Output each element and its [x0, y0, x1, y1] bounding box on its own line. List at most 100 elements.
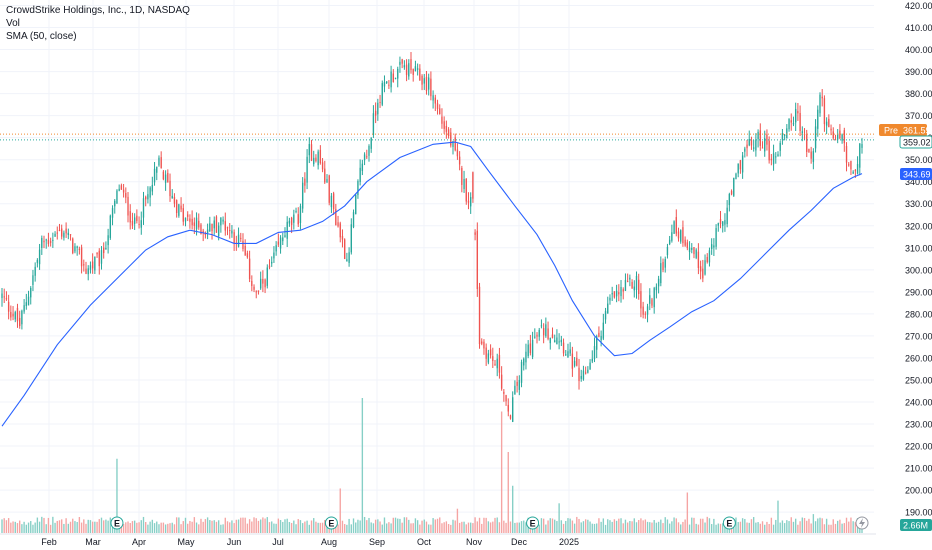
volume-bar — [474, 517, 476, 533]
sma-indicator-label[interactable]: SMA (50, close) — [6, 31, 77, 42]
candle-body — [105, 247, 107, 250]
candle-body — [518, 379, 521, 390]
symbol-title[interactable]: CrowdStrike Holdings, Inc., 1D, NASDAQ — [6, 5, 190, 16]
candle-body — [54, 233, 56, 237]
candle-body — [257, 290, 260, 292]
candle-body — [441, 116, 443, 124]
candle-body — [288, 220, 291, 224]
volume-bar — [401, 522, 403, 533]
candle-body — [722, 221, 724, 226]
candle-body — [3, 296, 5, 298]
volume-bar — [286, 518, 288, 533]
candle-body — [817, 109, 819, 129]
candle-body — [284, 235, 286, 238]
candle-body — [240, 237, 242, 239]
volume-bar — [839, 519, 841, 533]
volume-bar — [288, 521, 291, 533]
volume-bar — [290, 522, 293, 533]
candle-body — [693, 247, 695, 255]
lightning-icon[interactable] — [855, 516, 869, 530]
candle-body — [436, 103, 439, 109]
volume-bar — [783, 523, 786, 533]
candle-body — [94, 256, 96, 271]
price-tick-label: 330.00 — [905, 199, 932, 209]
earnings-E-icon[interactable] — [324, 516, 338, 530]
candle-body — [646, 306, 649, 315]
candle-body — [282, 237, 284, 242]
earnings-E-icon[interactable] — [526, 516, 540, 530]
candle-body — [125, 193, 127, 198]
candle-body — [317, 151, 319, 166]
volume-bar — [666, 519, 669, 533]
volume-bar — [509, 521, 512, 533]
earnings-E-label: E — [114, 519, 120, 529]
candle-body — [390, 71, 392, 88]
candle-body — [301, 182, 304, 209]
candle-body — [408, 63, 410, 77]
candle-body — [74, 246, 76, 252]
candle-body — [109, 215, 112, 238]
volume-bar — [702, 518, 704, 533]
candle-body — [47, 239, 50, 244]
volume-bar — [777, 500, 779, 533]
volume-bar — [520, 521, 523, 533]
candle-body — [151, 184, 154, 192]
candle-body — [668, 239, 671, 245]
volume-bar — [695, 523, 697, 533]
volume-bar — [173, 524, 176, 533]
candle-body — [618, 292, 620, 295]
volume-bar — [715, 524, 717, 533]
volume-bar — [496, 517, 498, 533]
candle-body — [642, 306, 644, 315]
candle-body — [456, 149, 459, 157]
volume-bar — [556, 521, 558, 533]
candle-body — [72, 238, 74, 254]
earnings-E-icon[interactable] — [110, 516, 124, 530]
candle-body — [710, 244, 713, 250]
candle-body — [498, 355, 501, 373]
volume-bar — [836, 520, 839, 533]
volume-bar — [275, 523, 277, 533]
volume-bar — [779, 522, 781, 533]
volume-bar — [611, 521, 613, 533]
volume-bar — [710, 524, 713, 533]
candle-body — [14, 312, 16, 320]
volume-bar — [458, 522, 461, 533]
price-axis[interactable]: 190.00 200.00 210.00 220.00 230.00 240.00 250.… — [905, 1, 932, 518]
candle-body — [545, 324, 547, 337]
candle-body — [341, 235, 344, 240]
time-tick-label: Jul — [272, 537, 284, 547]
earnings-E-icon[interactable] — [722, 516, 736, 530]
volume-bar — [34, 522, 36, 533]
volume-bar — [217, 520, 220, 533]
time-axis[interactable]: Feb Mar Apr May Jun Jul Aug Sep Oct Nov Dec 2025 — [0, 533, 876, 547]
candle-body — [12, 313, 14, 317]
volume-bar — [792, 521, 795, 533]
candle-body — [27, 296, 30, 306]
volume-indicator-label[interactable]: Vol — [6, 18, 20, 29]
volume-bar — [456, 508, 459, 533]
volume-bar — [399, 518, 401, 533]
time-tick-label: Nov — [466, 537, 483, 547]
volume-bar — [414, 518, 417, 533]
volume-bar — [626, 522, 629, 533]
volume-bar — [439, 517, 441, 533]
candle-body — [432, 95, 434, 101]
volume-bar — [341, 520, 344, 533]
volume-bar — [542, 518, 545, 533]
volume-bar — [841, 523, 843, 533]
candle-body — [399, 61, 401, 65]
candle-body — [783, 134, 786, 136]
volume-bar — [812, 514, 815, 533]
price-tick-label: 350.00 — [905, 155, 932, 165]
candle-body — [591, 358, 593, 362]
volume-bar — [618, 518, 620, 533]
volume-bar — [49, 524, 52, 533]
price-lines — [0, 133, 874, 141]
volume-bar — [83, 519, 85, 533]
volume-bar — [489, 522, 492, 533]
volume-bar — [850, 517, 852, 533]
candle-body — [313, 157, 315, 165]
